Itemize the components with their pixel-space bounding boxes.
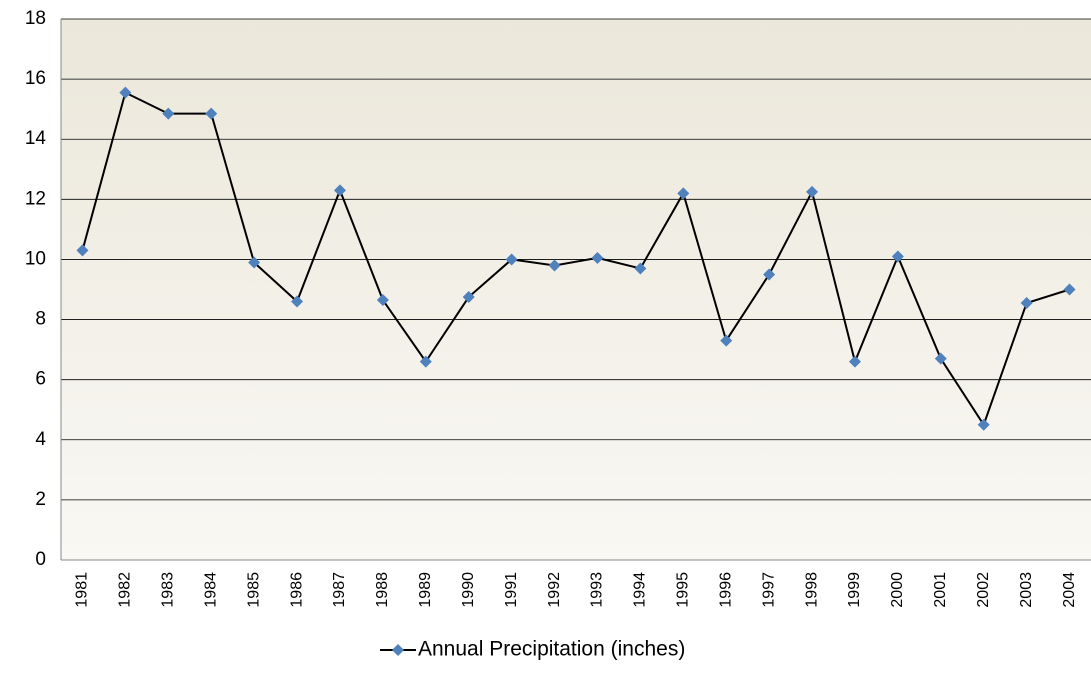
x-tick-label: 1988	[374, 572, 391, 608]
data-point	[462, 291, 475, 304]
y-tick-label: 18	[25, 8, 46, 29]
data-point	[419, 355, 432, 368]
x-tick-label: 1984	[202, 572, 219, 608]
x-tick-label: 1983	[160, 572, 177, 608]
x-tick-label: 1987	[331, 572, 348, 608]
x-tick-label: 1997	[760, 572, 777, 608]
data-point	[806, 185, 819, 198]
data-point	[76, 244, 89, 257]
x-tick-label: 1986	[288, 572, 305, 608]
x-tick-label: 1982	[117, 572, 134, 608]
data-point	[1020, 297, 1033, 310]
y-tick-label: 6	[35, 369, 46, 390]
data-point	[505, 253, 518, 266]
x-tick-label: 1985	[245, 572, 262, 608]
y-tick-label: 10	[25, 248, 46, 269]
legend-label: Annual Precipitation (inches)	[418, 638, 685, 661]
x-tick-label: 2004	[1061, 572, 1078, 608]
data-point	[934, 352, 947, 365]
data-point	[291, 295, 304, 308]
x-tick-label: 1981	[74, 572, 91, 608]
x-tick-label: 2000	[889, 572, 906, 608]
data-point	[977, 418, 990, 431]
data-point	[248, 256, 261, 269]
x-tick-label: 2002	[975, 572, 992, 608]
legend-marker	[392, 644, 404, 656]
y-tick-label: 16	[25, 68, 46, 89]
x-tick-label: 1993	[589, 572, 606, 608]
x-tick-label: 1991	[503, 572, 520, 608]
data-point	[677, 187, 690, 200]
data-point	[333, 184, 346, 197]
y-tick-label: 4	[35, 429, 46, 450]
data-point	[634, 262, 647, 275]
data-point	[848, 355, 861, 368]
x-tick-label: 1999	[846, 572, 863, 608]
data-line	[81, 91, 1070, 427]
data-point	[591, 251, 604, 264]
x-tick-label: 1995	[675, 572, 692, 608]
x-tick-label: 1998	[803, 572, 820, 608]
y-tick-label: 2	[35, 489, 46, 510]
x-tick-label: 2003	[1018, 572, 1035, 608]
data-point	[763, 268, 776, 281]
x-tick-label: 2001	[932, 572, 949, 608]
data-point	[1063, 283, 1076, 296]
data-point	[205, 107, 218, 120]
data-point	[119, 86, 132, 99]
data-point	[720, 334, 733, 347]
y-tick-label: 14	[25, 128, 47, 149]
y-tick-label: 0	[35, 549, 46, 570]
x-tick-label: 1994	[632, 572, 649, 608]
x-tick-label: 1992	[546, 572, 563, 608]
data-point	[162, 107, 175, 120]
data-point	[548, 259, 561, 272]
y-tick-label: 12	[25, 188, 46, 209]
data-point	[891, 250, 904, 263]
x-tick-label: 1989	[417, 572, 434, 608]
x-tick-label: 1990	[460, 572, 477, 608]
data-point	[376, 294, 389, 307]
plot-area	[61, 19, 1091, 560]
y-tick-label: 8	[35, 309, 46, 330]
x-tick-label: 1996	[717, 572, 734, 608]
